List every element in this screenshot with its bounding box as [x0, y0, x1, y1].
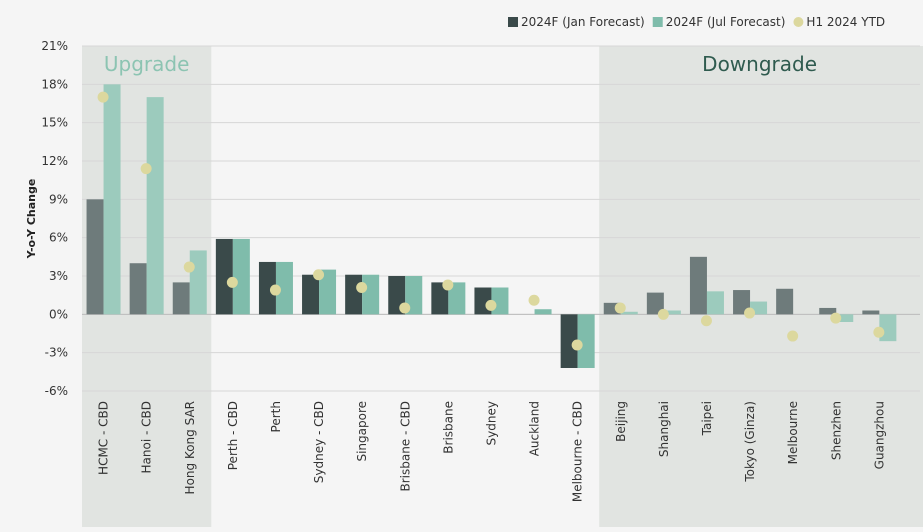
bar-jul-13	[663, 310, 681, 315]
bar-jan-5	[302, 274, 320, 315]
bar-jan-0	[86, 199, 104, 315]
point-h1-ytd-10	[528, 294, 540, 306]
point-h1-ytd-1	[140, 163, 152, 175]
bar-jan-8	[431, 282, 449, 315]
bar-jan-14	[689, 256, 707, 315]
bar-jul-4	[275, 261, 293, 315]
bar-jul-0	[103, 84, 121, 315]
point-h1-ytd-8	[442, 279, 454, 291]
y-tick-label: 9%	[49, 192, 68, 206]
bar-jan-16	[776, 288, 794, 315]
category-label: Sydney	[484, 401, 498, 445]
point-h1-ytd-3	[226, 276, 238, 288]
y-tick-label: 21%	[41, 39, 68, 53]
bar-jul-7	[405, 276, 423, 315]
bar-jan-12	[603, 302, 621, 315]
category-label: Hanoi - CBD	[140, 401, 154, 473]
point-h1-ytd-5	[313, 269, 325, 281]
legend-entry-2: H1 2024 YTD	[806, 15, 885, 29]
region-label-upgrade: Upgrade	[104, 52, 190, 76]
legend-entry-1: 2024F (Jul Forecast)	[666, 15, 786, 29]
y-tick-label: 15%	[41, 116, 68, 130]
bar-jul-5	[319, 269, 337, 315]
category-label: Shanghai	[657, 401, 671, 457]
category-label: Melbourne - CBD	[571, 401, 585, 502]
legend-swatch-0	[508, 17, 518, 27]
category-label: Guangzhou	[872, 401, 886, 469]
category-label: Sydney - CBD	[312, 401, 326, 483]
bar-jul-1	[146, 97, 164, 315]
bar-jan-1	[129, 263, 147, 315]
bar-jul-12	[620, 311, 638, 315]
category-label: Hong Kong SAR	[183, 401, 197, 494]
category-label: Beijing	[614, 401, 628, 442]
bar-jul-3	[232, 238, 250, 315]
category-label: Singapore	[355, 401, 369, 462]
category-label: Tokyo (Ginza)	[743, 401, 757, 483]
bar-jan-18	[862, 310, 880, 315]
point-h1-ytd-7	[399, 302, 411, 314]
y-tick-label: 6%	[49, 231, 68, 245]
y-tick-label: 18%	[41, 77, 68, 91]
legend-entry-0: 2024F (Jan Forecast)	[521, 15, 645, 29]
bar-jan-4	[258, 261, 276, 315]
point-h1-ytd-6	[356, 282, 368, 293]
point-h1-ytd-18	[873, 326, 885, 338]
y-tick-label: 0%	[49, 307, 68, 321]
point-h1-ytd-15	[744, 307, 756, 319]
bar-jul-8	[448, 282, 466, 315]
category-label: Perth	[269, 401, 283, 432]
legend-swatch-1	[652, 17, 663, 27]
bar-jan-15	[733, 290, 751, 315]
y-tick-label: 3%	[49, 269, 68, 283]
bar-jul-10	[534, 309, 552, 315]
category-label: Shenzhen	[829, 401, 843, 460]
category-label: Taipei	[700, 401, 714, 436]
bar-jan-17	[819, 307, 837, 315]
region-label-downgrade: Downgrade	[702, 52, 817, 76]
point-h1-ytd-0	[97, 91, 109, 103]
bar-jul-14	[706, 291, 724, 315]
category-label: Brisbane	[441, 401, 455, 454]
bar-jul-6	[362, 274, 380, 315]
legend-swatch-2	[793, 17, 804, 27]
bar-jan-2	[172, 282, 190, 315]
point-h1-ytd-16	[787, 330, 799, 342]
bar-jul-17	[836, 314, 854, 322]
y-tick-label: 12%	[41, 154, 68, 168]
y-tick-label: -6%	[45, 384, 68, 398]
point-h1-ytd-12	[614, 302, 626, 314]
bar-jul-2	[189, 250, 207, 315]
point-h1-ytd-2	[183, 261, 195, 273]
point-h1-ytd-4	[269, 284, 281, 296]
bar-jan-6	[345, 274, 363, 315]
point-h1-ytd-13	[657, 308, 669, 320]
category-label: HCMC - CBD	[97, 401, 111, 475]
category-label: Perth - CBD	[226, 401, 240, 470]
category-label: Brisbane - CBD	[398, 401, 412, 492]
y-axis-label: Y-o-Y Change	[25, 179, 38, 260]
point-h1-ytd-9	[485, 299, 497, 311]
category-label: Melbourne	[786, 401, 800, 464]
bar-jan-11	[560, 314, 578, 368]
bar-jul-11	[577, 314, 595, 368]
bar-jan-13	[646, 292, 664, 315]
point-h1-ytd-14	[700, 315, 712, 327]
category-label: Auckland	[528, 401, 542, 456]
y-tick-label: -3%	[45, 346, 68, 360]
bar-jan-3	[215, 238, 233, 315]
region-bg-downgrade	[599, 46, 923, 527]
point-h1-ytd-17	[830, 312, 842, 324]
point-h1-ytd-11	[571, 339, 583, 351]
